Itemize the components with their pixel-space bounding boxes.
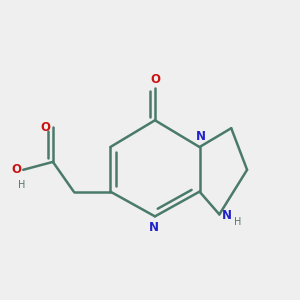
Text: N: N: [148, 221, 158, 234]
Text: H: H: [234, 217, 241, 227]
Text: O: O: [12, 163, 22, 176]
Text: N: N: [196, 130, 206, 142]
Text: O: O: [150, 73, 160, 86]
Text: O: O: [40, 121, 50, 134]
Text: H: H: [18, 180, 26, 190]
Text: N: N: [222, 209, 232, 222]
